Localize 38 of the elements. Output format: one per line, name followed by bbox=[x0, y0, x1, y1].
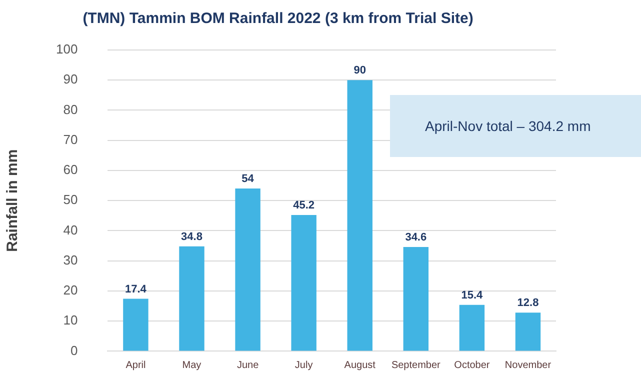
x-tick-label: November bbox=[504, 360, 552, 371]
x-tick-label: August bbox=[344, 360, 376, 371]
y-tick-label: 30 bbox=[63, 252, 78, 268]
x-tick-label: April bbox=[126, 360, 146, 371]
bar bbox=[515, 312, 541, 351]
y-tick-label: 70 bbox=[63, 132, 78, 147]
y-tick-label: 60 bbox=[63, 162, 78, 178]
bar bbox=[403, 246, 429, 351]
y-tick-label: 90 bbox=[63, 72, 78, 87]
bar bbox=[123, 298, 148, 351]
data-label: 45.2 bbox=[293, 200, 315, 212]
x-tick-label: May bbox=[182, 360, 202, 371]
x-tick-label: July bbox=[294, 360, 313, 371]
y-tick-label: 20 bbox=[63, 282, 78, 298]
y-tick-label: 40 bbox=[63, 222, 78, 238]
chart-title: (TMN) Tammin BOM Rainfall 2022 (3 km from Trial Site) bbox=[82, 10, 474, 28]
y-tick-label: 0 bbox=[70, 342, 78, 358]
data-label: 12.8 bbox=[517, 297, 539, 310]
x-tick-label: June bbox=[236, 360, 260, 371]
data-label: 15.4 bbox=[461, 289, 484, 302]
y-tick-label: 80 bbox=[63, 102, 78, 117]
y-tick-label: 100 bbox=[56, 42, 78, 57]
bar bbox=[179, 246, 204, 351]
bar bbox=[291, 215, 316, 351]
y-axis-title: Rainfall in mm bbox=[4, 149, 22, 252]
bar bbox=[347, 80, 372, 351]
data-label: 54 bbox=[242, 173, 255, 186]
x-tick-label: October bbox=[454, 360, 490, 371]
data-label: 17.4 bbox=[125, 283, 148, 296]
note-box: April-Nov total – 304.2 mm bbox=[390, 95, 641, 157]
bar bbox=[459, 304, 485, 351]
y-tick-label: 10 bbox=[63, 312, 78, 328]
data-label: 90 bbox=[354, 64, 366, 77]
data-label: 34.8 bbox=[181, 230, 202, 243]
x-tick-label: September bbox=[391, 360, 442, 371]
y-tick-label: 50 bbox=[63, 192, 78, 208]
bar bbox=[235, 188, 260, 351]
data-label: 34.6 bbox=[405, 232, 427, 244]
